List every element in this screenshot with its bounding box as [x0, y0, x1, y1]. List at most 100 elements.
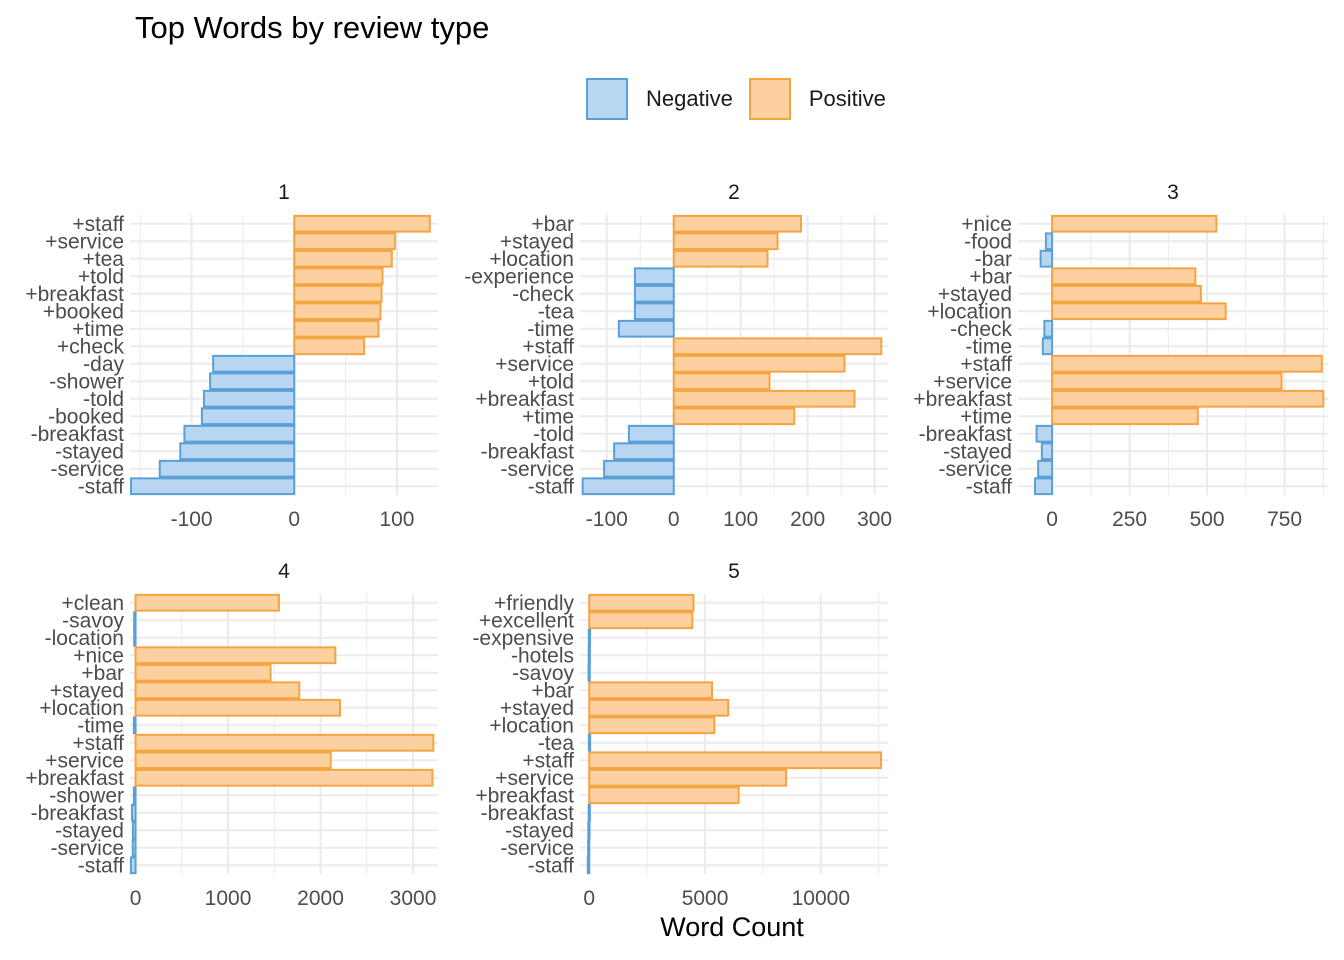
bar [293, 267, 384, 286]
y-tick-label: +location [39, 697, 124, 720]
x-tick-label: 10000 [792, 887, 850, 910]
y-tick-label: +service [495, 353, 574, 376]
bar [588, 681, 714, 700]
bar [581, 477, 675, 496]
y-tick-label: +friendly [494, 592, 574, 615]
legend-item-negative: Negative [586, 78, 733, 120]
y-tick-label: -tea [538, 300, 575, 323]
y-tick-label: +booked [43, 300, 124, 323]
x-tick-label: 0 [288, 508, 300, 531]
y-tick-label: -told [533, 423, 574, 446]
y-tick-label: -staff [78, 475, 124, 498]
bar [672, 372, 771, 391]
y-tick-label: +breakfast [25, 767, 124, 790]
y-tick-label: -booked [48, 405, 124, 428]
bar [1040, 442, 1054, 461]
y-tick-label: -expensive [472, 627, 574, 650]
x-tick-label: 250 [1112, 508, 1147, 531]
y-tick-label: -service [938, 458, 1012, 481]
facet-strip-label: 3 [1167, 181, 1179, 204]
y-tick-label: +nice [73, 644, 124, 667]
bar [1051, 354, 1323, 373]
facet-panel-3: 3 0 250 500 750 +nice-food-bar+bar+stayed+loc… [913, 181, 1328, 531]
bar [633, 284, 675, 303]
bar [672, 232, 779, 251]
y-tick-label: -stayed [55, 819, 124, 842]
bar [293, 232, 396, 251]
bar [134, 751, 332, 770]
bar [672, 337, 883, 356]
x-tick-label: 2000 [297, 887, 344, 910]
y-tick-label: +excellent [479, 609, 574, 632]
facet-panel-5: 5 0 5000 10000 +friendly+excellent-expensive… [472, 560, 888, 910]
bar [633, 302, 675, 321]
bar [603, 459, 675, 478]
bar [613, 442, 675, 461]
bar [131, 821, 137, 840]
y-tick-label: -staff [78, 854, 124, 877]
bar [129, 856, 137, 875]
y-tick-label: +check [57, 335, 125, 358]
y-tick-label: +breakfast [25, 283, 124, 306]
y-tick-label: +breakfast [913, 388, 1012, 411]
x-tick-label: 100 [379, 508, 414, 531]
y-tick-label: -location [45, 627, 124, 650]
bar [133, 628, 137, 647]
y-tick-label: +staff [72, 732, 124, 755]
y-tick-label: -staff [528, 475, 574, 498]
bar [133, 611, 137, 630]
x-tick-label: 1000 [205, 887, 252, 910]
y-tick-label: -service [500, 837, 574, 860]
x-tick-label: 300 [857, 508, 892, 531]
x-tick-label: 5000 [682, 887, 729, 910]
facet-strip-label: 2 [728, 181, 740, 204]
bar [633, 267, 675, 286]
y-tick-label: -staff [966, 475, 1012, 498]
bar [134, 681, 301, 700]
y-tick-label: +breakfast [475, 784, 574, 807]
y-tick-label: -breakfast [481, 802, 575, 825]
y-tick-label: +stayed [500, 697, 574, 720]
bar [132, 786, 137, 805]
x-tick-label: 750 [1267, 508, 1302, 531]
y-tick-label: +staff [960, 353, 1012, 376]
x-tick-label: -100 [586, 508, 628, 531]
y-tick-label: +time [522, 405, 574, 428]
bar [1051, 284, 1202, 303]
y-tick-label: -tea [538, 732, 575, 755]
facet-strip-label: 5 [728, 560, 740, 583]
bar [1035, 424, 1054, 443]
y-tick-label: -food [964, 230, 1012, 253]
y-tick-label: -check [512, 283, 574, 306]
y-tick-label: -breakfast [919, 423, 1013, 446]
y-tick-label: -breakfast [31, 423, 125, 446]
y-tick-label: +bar [969, 265, 1012, 288]
bar [587, 628, 591, 647]
y-tick-label: +stayed [500, 230, 574, 253]
bar [588, 786, 740, 805]
bar [588, 768, 788, 787]
bar [1041, 337, 1054, 356]
y-tick-label: +bar [531, 213, 574, 236]
bar [293, 302, 382, 321]
bar [588, 698, 730, 717]
y-tick-label: +staff [72, 213, 124, 236]
legend-swatch-negative [586, 78, 628, 120]
bar [130, 477, 296, 496]
y-tick-label: -day [83, 353, 124, 376]
y-tick-label: +stayed [50, 679, 124, 702]
y-tick-label: +clean [62, 592, 124, 615]
bar [132, 716, 137, 735]
y-tick-label: +breakfast [475, 388, 574, 411]
y-tick-label: +service [495, 767, 574, 790]
y-tick-label: -service [500, 458, 574, 481]
y-tick-label: +told [528, 370, 574, 393]
bar [672, 389, 856, 408]
y-tick-label: -time [77, 714, 124, 737]
bar [588, 716, 716, 735]
bar [134, 733, 435, 752]
bar [587, 733, 592, 752]
bar [588, 611, 694, 630]
bar [672, 249, 769, 268]
y-tick-label: -bar [975, 248, 1012, 271]
